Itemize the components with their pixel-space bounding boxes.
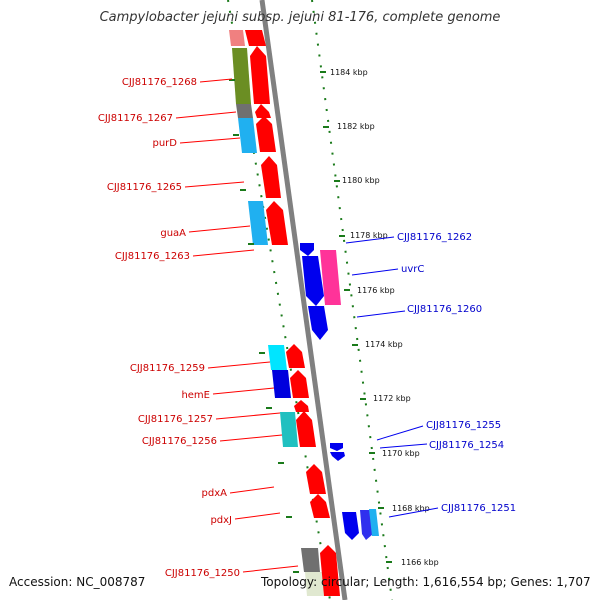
gene-label[interactable]: CJJ81176_1254 (429, 440, 504, 451)
feature-block (369, 509, 379, 536)
tick-label: 1180 kbp (342, 176, 380, 185)
label-leader (215, 412, 281, 420)
feature-block (268, 345, 287, 370)
label-leader (188, 225, 251, 233)
forward-gene-arrow (296, 411, 316, 447)
reverse-gene-arrow (300, 243, 314, 256)
tick-label: 1174 kbp (365, 340, 403, 349)
forward-gene-arrow (290, 370, 309, 398)
topology-text: Topology: circular; Length: 1,616,554 bp… (261, 575, 591, 589)
feature-block (305, 572, 324, 596)
label-leader (229, 486, 275, 494)
accession-text: Accession: NC_008787 (9, 575, 146, 589)
gene-label[interactable]: CJJ81176_1255 (426, 420, 501, 431)
feature-block (248, 201, 268, 245)
forward-gene-arrow (255, 104, 271, 118)
genome-title: Campylobacter jejuni subsp. jejuni 81-17… (99, 10, 501, 25)
feature-block (272, 370, 291, 398)
gene-label[interactable]: uvrC (401, 264, 424, 275)
tick-label: 1182 kbp (337, 122, 375, 131)
feature-block (229, 30, 245, 46)
forward-gene-arrow (256, 116, 276, 152)
gene-label[interactable]: CJJ81176_1265 (107, 182, 182, 193)
forward-gene-arrow (294, 400, 309, 412)
forward-gene-arrow (310, 494, 330, 518)
tick-label: 1168 kbp (392, 504, 430, 513)
reverse-strand-genes (300, 243, 379, 540)
reverse-gene-arrow (342, 512, 359, 540)
kbp-ticks: 1184 kbp 1182 kbp 1180 kbp 1178 kbp 1176… (320, 68, 439, 567)
gene-label[interactable]: purD (153, 138, 178, 149)
label-leader (379, 443, 428, 449)
tick-label: 1170 kbp (382, 449, 420, 458)
label-leader (351, 268, 399, 276)
forward-gene-arrow (250, 46, 270, 104)
feature-block (238, 118, 257, 153)
reverse-gene-arrow (360, 510, 373, 540)
forward-gene-arrow (266, 201, 288, 245)
gene-label[interactable]: CJJ81176_1262 (397, 232, 472, 243)
gene-label[interactable]: CJJ81176_1257 (138, 414, 213, 425)
forward-gene-labels: CJJ81176_1268 CJJ81176_1267 purD CJJ8117… (98, 77, 299, 579)
tick-label: 1184 kbp (330, 68, 368, 77)
label-leader (192, 249, 255, 257)
reverse-gene-labels: CJJ81176_1262 uvrC CJJ81176_1260 CJJ8117… (345, 232, 516, 518)
tick-label: 1172 kbp (373, 394, 411, 403)
gene-label[interactable]: CJJ81176_1268 (122, 77, 197, 88)
tick-label: 1176 kbp (357, 286, 395, 295)
label-leader (345, 236, 395, 244)
feature-block (280, 412, 298, 447)
gene-label[interactable]: CJJ81176_1263 (115, 251, 190, 262)
gene-label[interactable]: CJJ81176_1251 (441, 503, 516, 514)
label-leader (388, 507, 439, 518)
forward-gene-arrow (320, 545, 340, 596)
left-ticks (229, 79, 299, 573)
gene-label[interactable]: guaA (160, 228, 186, 239)
label-leader (175, 111, 237, 119)
reverse-gene-arrow (330, 452, 345, 461)
label-leader (376, 425, 424, 441)
label-leader (219, 434, 283, 442)
forward-gene-arrow (286, 344, 305, 368)
gene-label[interactable]: CJJ81176_1267 (98, 113, 173, 124)
feature-block (301, 548, 320, 572)
reverse-gene-arrow (308, 306, 328, 340)
feature-block (232, 48, 251, 104)
reverse-gene-arrow (330, 443, 343, 451)
label-leader (242, 565, 299, 573)
gene-label[interactable]: pdxJ (210, 515, 232, 526)
gene-label[interactable]: hemE (181, 390, 210, 401)
label-leader (179, 137, 241, 144)
gene-label[interactable]: CJJ81176_1260 (407, 304, 482, 315)
label-leader (199, 78, 233, 83)
feature-block (320, 250, 341, 305)
label-leader (356, 310, 406, 318)
forward-gene-arrow (245, 30, 266, 46)
genome-backbone (259, 0, 348, 600)
label-leader (234, 512, 281, 520)
feature-block (236, 104, 253, 118)
reverse-gene-arrow (302, 256, 324, 306)
label-leader (212, 387, 275, 395)
forward-gene-arrow (306, 464, 326, 494)
tick-label: 1166 kbp (401, 558, 439, 567)
right-dotted-guide (311, 0, 393, 600)
gene-label[interactable]: CJJ81176_1259 (130, 363, 205, 374)
forward-strand-genes (245, 30, 340, 596)
gene-label[interactable]: CJJ81176_1256 (142, 436, 217, 447)
gene-label[interactable]: CJJ81176_1250 (165, 568, 240, 579)
feature-blocks (229, 30, 341, 596)
gene-label[interactable]: pdxA (202, 488, 228, 499)
forward-gene-arrow (261, 156, 281, 198)
label-leader (207, 361, 271, 369)
tick-label: 1178 kbp (350, 231, 388, 240)
label-leader (184, 181, 245, 188)
